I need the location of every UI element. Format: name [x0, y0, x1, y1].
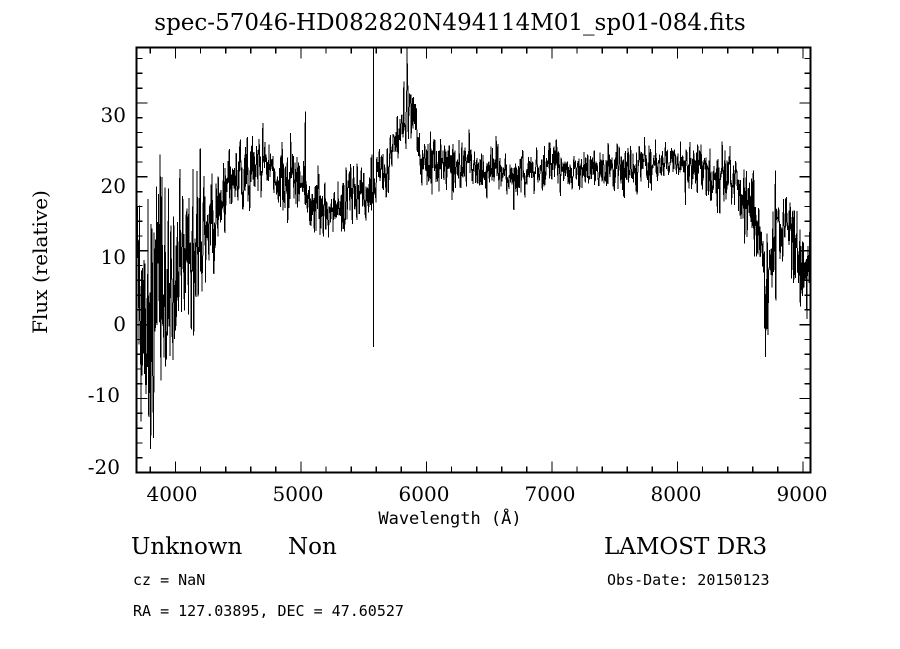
- y-tick-label-minus20: -20: [87, 455, 120, 479]
- object-class-label: Unknown: [131, 534, 243, 560]
- x-tick-label-7000: 7000: [524, 482, 576, 506]
- x-tick-label-4000: 4000: [146, 482, 198, 506]
- object-subclass-label: Non: [288, 534, 337, 560]
- y-tick-label-20: 20: [100, 174, 126, 198]
- x-tick-label-6000: 6000: [398, 482, 450, 506]
- x-axis-title: Wavelength (Å): [378, 509, 522, 529]
- x-tick-label-8000: 8000: [650, 482, 702, 506]
- y-tick-label-minus10: -10: [87, 383, 120, 407]
- x-tick-label-5000: 5000: [272, 482, 324, 506]
- y-axis-title: Flux (relative): [28, 190, 52, 334]
- y-tick-label-10: 10: [100, 245, 126, 269]
- y-tick-label-30: 30: [100, 103, 126, 127]
- obs-date-label: Obs-Date: 20150123: [607, 571, 770, 589]
- x-tick-label-9000: 9000: [776, 482, 828, 506]
- survey-label: LAMOST DR3: [604, 534, 768, 560]
- y-tick-label-0: 0: [113, 312, 126, 336]
- cz-value-label: cz = NaN: [133, 571, 206, 589]
- page-title: spec-57046-HD082820N494114M01_sp01-084.f…: [154, 10, 746, 36]
- coordinates-label: RA = 127.03895, DEC = 47.60527: [133, 602, 404, 620]
